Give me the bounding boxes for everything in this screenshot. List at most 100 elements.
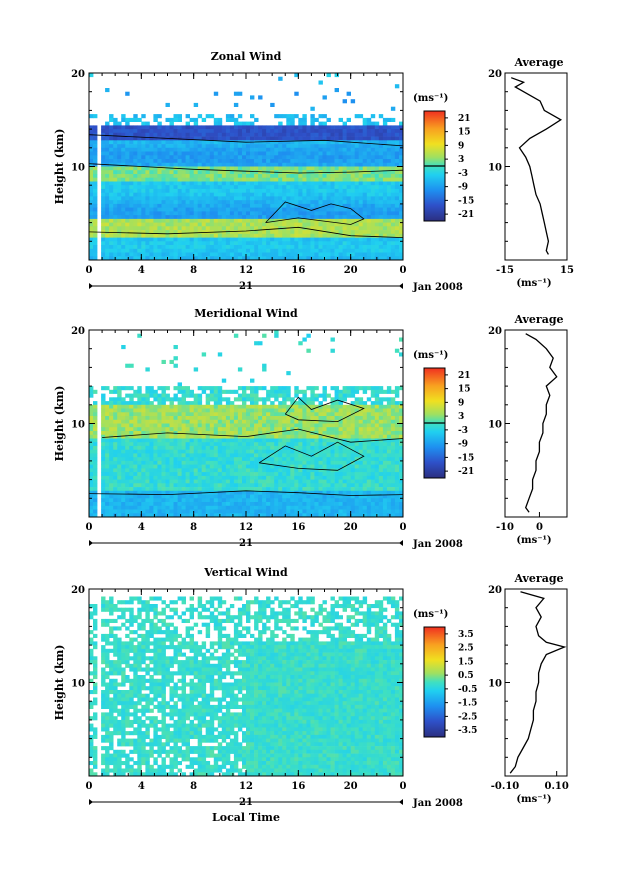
colorbar-unit: (ms⁻¹) (413, 609, 448, 620)
x-tick-label: 8 (190, 265, 197, 276)
x-tick-label: 16 (291, 265, 305, 276)
panel-1: Meridional Wind 20 10 Height (km) 0 4 8 12 16 20 0… (53, 307, 568, 550)
date-axis-end-marker (399, 283, 403, 289)
x-tick-label: 12 (239, 265, 253, 276)
y-axis-label: Height (km) (53, 129, 66, 205)
x-tick-label: 0 (86, 265, 93, 276)
colorbar-tick-label: -9 (458, 183, 468, 193)
average-title: Average (513, 313, 563, 326)
wind-field (89, 73, 404, 261)
colorbar-tick-label: 9 (458, 141, 464, 151)
date-axis-start-marker (89, 799, 93, 805)
panel-title: Meridional Wind (194, 307, 298, 320)
colorbar-tick-label: -3 (458, 426, 468, 436)
x-tick-label: 0 (400, 265, 407, 276)
y-tick-label: 10 (71, 163, 85, 174)
x-tick-label: 12 (239, 781, 253, 792)
colorbar-tick-label: 15 (458, 128, 471, 138)
x-tick-label: 4 (138, 522, 145, 533)
panel-0: Zonal Wind 20 10 Height (km) 0 4 8 12 16 20 0 21 Jan… (53, 50, 574, 293)
x-tick-label: 0 (86, 522, 93, 533)
contour-line (284, 396, 365, 423)
colorbar-tick-label: -15 (458, 196, 474, 206)
colorbar-unit: (ms⁻¹) (413, 350, 448, 361)
y-axis-label: Height (km) (53, 645, 66, 721)
contour-line (258, 441, 365, 471)
colorbar-tick-label: 0.5 (458, 671, 474, 681)
contour-line (265, 201, 365, 225)
average-y-tick-label: 10 (488, 163, 502, 174)
colorbar-tick-label: 3.5 (458, 630, 474, 640)
colorbar-tick-label: 1.5 (458, 657, 474, 667)
date-label: Jan 2008 (412, 282, 463, 293)
average-profile-line (510, 77, 563, 255)
colorbar (423, 626, 446, 738)
average-y-tick-label: 10 (488, 420, 502, 431)
colorbar-tick-label: 3 (458, 412, 464, 422)
colorbar-tick-label: -3 (458, 169, 468, 179)
y-tick-label: 10 (71, 420, 85, 431)
colorbar-tick-label: -3.5 (458, 726, 477, 736)
x-tick-label: 12 (239, 522, 253, 533)
colorbar-tick-label: 21 (458, 371, 471, 381)
x-tick-label: 0 (86, 781, 93, 792)
x-tick-label: 0 (400, 781, 407, 792)
contour-line (88, 490, 404, 496)
x-tick-label: 20 (344, 522, 358, 533)
colorbar-tick-label: 3 (458, 155, 464, 165)
date-day-label: 21 (239, 538, 253, 549)
average-unit: (ms⁻¹) (516, 794, 551, 805)
contour-line (88, 226, 404, 238)
wind-field (89, 596, 404, 777)
colorbar-tick-label: 15 (458, 385, 471, 395)
date-axis-end-marker (399, 799, 403, 805)
y-axis-label: Height (km) (53, 386, 66, 462)
average-title: Average (513, 56, 563, 69)
average-unit: (ms⁻¹) (516, 535, 551, 546)
colorbar-tick-label: 9 (458, 398, 464, 408)
average-y-tick-label: 10 (488, 679, 502, 690)
average-frame (504, 329, 568, 518)
average-profile-line (509, 591, 567, 774)
average-frame (504, 588, 568, 777)
x-tick-label: 8 (190, 522, 197, 533)
contour-line (102, 428, 404, 443)
colorbar-unit: (ms⁻¹) (413, 93, 448, 104)
average-x-tick-label: -10 (496, 522, 514, 533)
x-axis-label: Local Time (212, 811, 280, 824)
colorbar-tick-label: 21 (458, 114, 471, 124)
average-x-tick-label: -15 (496, 265, 514, 276)
date-label: Jan 2008 (412, 798, 463, 809)
x-tick-label: 16 (291, 522, 305, 533)
panel-2: Vertical Wind 20 10 Height (km) 0 4 8 12 16 20 0 21… (53, 566, 569, 824)
average-y-tick-label: 20 (488, 326, 502, 337)
x-tick-label: 20 (344, 781, 358, 792)
date-axis-start-marker (89, 540, 93, 546)
colorbar-tick-label: -15 (458, 453, 474, 463)
date-axis-start-marker (89, 283, 93, 289)
average-unit: (ms⁻¹) (516, 278, 551, 289)
average-x-tick-label: -0.10 (491, 781, 520, 792)
y-tick-label: 20 (71, 326, 85, 337)
x-tick-label: 4 (138, 265, 145, 276)
average-x-tick-label: 0 (536, 522, 543, 533)
colorbar-tick-label: -21 (458, 467, 474, 477)
average-x-tick-label: 0.10 (544, 781, 568, 792)
date-day-label: 21 (239, 281, 253, 292)
average-y-tick-label: 20 (488, 585, 502, 596)
y-tick-label: 20 (71, 69, 85, 80)
y-tick-label: 20 (71, 585, 85, 596)
average-y-tick-label: 20 (488, 69, 502, 80)
colorbar-tick-label: -9 (458, 440, 468, 450)
x-tick-label: 16 (291, 781, 305, 792)
panel-title: Zonal Wind (211, 50, 282, 63)
average-profile-line (524, 333, 558, 513)
date-axis-end-marker (399, 540, 403, 546)
contour-line (88, 134, 404, 147)
colorbar-tick-label: -1.5 (458, 699, 477, 709)
panel-title: Vertical Wind (203, 566, 288, 579)
x-tick-label: 8 (190, 781, 197, 792)
wind-field (89, 330, 404, 518)
colorbar-tick-label: -0.5 (458, 685, 477, 695)
